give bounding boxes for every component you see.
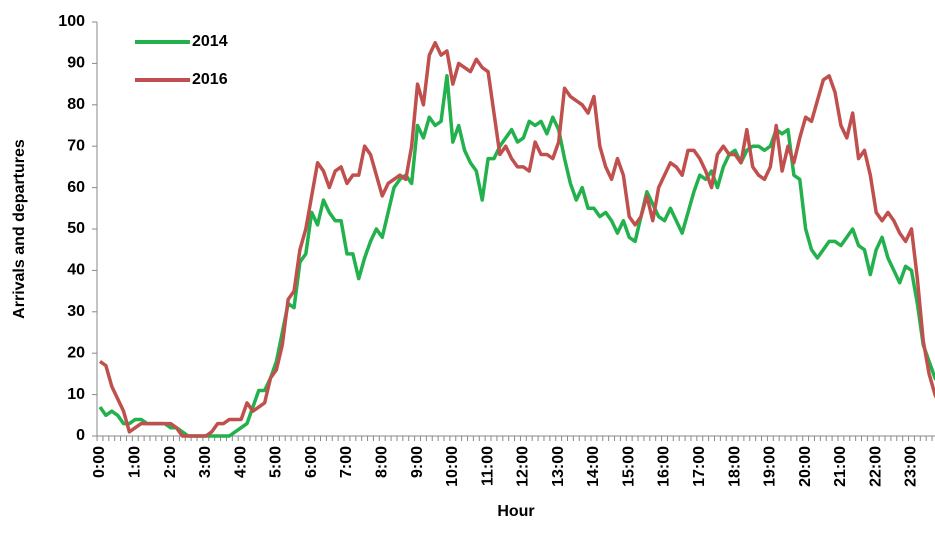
- x-tick-label: 11:00: [479, 446, 496, 486]
- x-tick-label: 21:00: [832, 446, 849, 487]
- x-tick-label: 0:00: [91, 446, 108, 478]
- y-tick-label: 90: [67, 55, 85, 72]
- y-tick-label: 10: [67, 386, 85, 403]
- x-tick-label: 4:00: [232, 446, 249, 478]
- y-tick-label: 100: [58, 13, 85, 30]
- y-tick-label: 0: [76, 427, 85, 444]
- legend-label: 2014: [192, 33, 228, 50]
- x-tick-label: 18:00: [726, 446, 743, 487]
- y-tick-label: 60: [67, 179, 85, 196]
- series-line: [98, 74, 935, 438]
- y-tick-label: 40: [67, 262, 85, 279]
- plot-area: [98, 40, 935, 438]
- y-tick-label: 80: [67, 96, 85, 113]
- x-tick-label: 8:00: [373, 446, 390, 478]
- legend-label: 2016: [192, 71, 228, 88]
- x-tick-label: 12:00: [515, 446, 532, 487]
- x-tick-label: 3:00: [197, 446, 214, 478]
- x-tick-label: 15:00: [620, 446, 637, 487]
- x-axis-label: Hour: [497, 503, 534, 520]
- x-tick-label: 9:00: [409, 446, 426, 478]
- x-tick-label: 20:00: [797, 446, 814, 487]
- x-tick-label: 5:00: [268, 446, 285, 478]
- x-tick-label: 7:00: [338, 446, 355, 478]
- x-tick-label: 6:00: [303, 446, 320, 478]
- x-tick-label: 17:00: [691, 446, 708, 487]
- x-tick-label: 19:00: [762, 446, 779, 487]
- x-tick-label: 22:00: [867, 446, 884, 487]
- y-tick-label: 50: [67, 220, 85, 237]
- y-axis-label: Arrivals and departures: [11, 139, 28, 319]
- y-tick-label: 70: [67, 137, 85, 154]
- x-tick-label: 10:00: [444, 446, 461, 487]
- x-tick-label: 1:00: [127, 446, 144, 478]
- x-tick-label: 2:00: [162, 446, 179, 478]
- x-tick-label: 16:00: [656, 446, 673, 487]
- y-tick-label: 20: [67, 344, 85, 361]
- x-tick-label: 14:00: [585, 446, 602, 487]
- x-tick-label: 23:00: [903, 446, 920, 487]
- y-tick-label: 30: [67, 303, 85, 320]
- x-tick-label: 13:00: [550, 446, 567, 487]
- series-line: [98, 40, 935, 438]
